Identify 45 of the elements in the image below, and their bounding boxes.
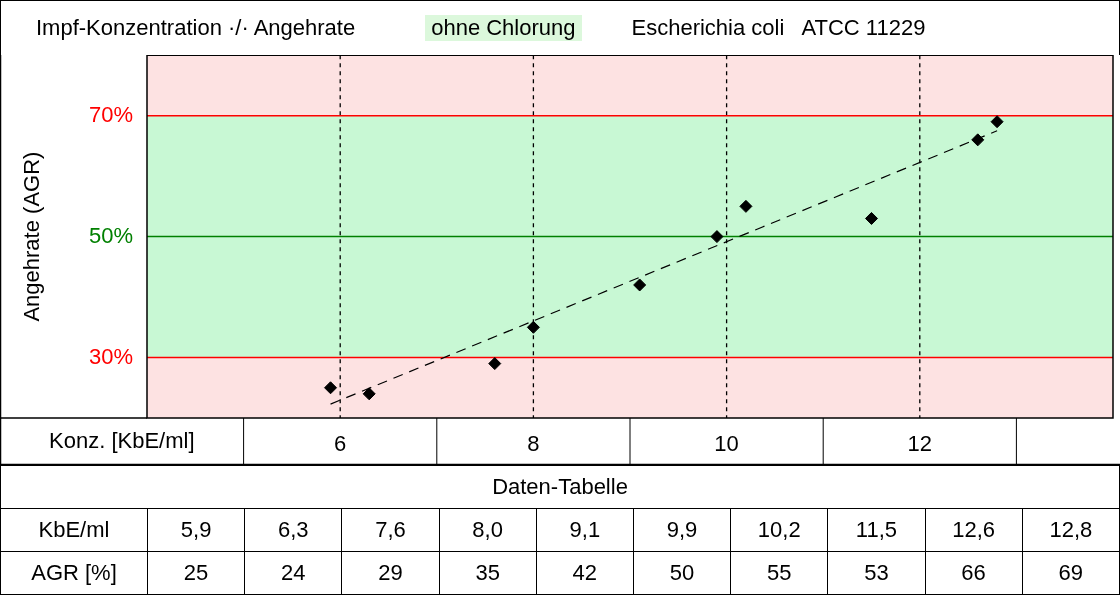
point <box>739 199 753 213</box>
text: 55 <box>730 551 828 595</box>
text: 9,9 <box>633 508 731 552</box>
y-tick-label: 30% <box>88 343 133 369</box>
text: Daten-Tabelle <box>0 465 1120 509</box>
text: 7,6 <box>341 508 440 552</box>
chart-title: Impf-Konzentration ·/· Angehrate <box>36 15 356 41</box>
text: 12,8 <box>1022 508 1120 552</box>
point <box>324 381 338 395</box>
y-tick-label: 50% <box>88 222 133 248</box>
point <box>710 230 724 244</box>
point <box>633 278 647 292</box>
text: 53 <box>827 551 925 595</box>
chart-subtitle: ohne Chlorung <box>425 15 582 41</box>
y-axis-title: Angehrate (AGR) <box>19 151 45 322</box>
text: 66 <box>925 551 1023 595</box>
point <box>488 357 502 371</box>
x-tick-label: 10 <box>714 431 739 457</box>
point <box>362 387 376 401</box>
text: 5,9 <box>147 508 245 552</box>
text: KbE/ml <box>0 508 148 552</box>
text: 69 <box>1022 551 1120 595</box>
point <box>865 211 878 225</box>
text: AGR [%] <box>0 551 148 595</box>
text: 29 <box>341 551 440 595</box>
text: 12,6 <box>925 508 1023 552</box>
point <box>971 133 985 147</box>
text: 10,2 <box>730 508 828 552</box>
text: Escherichia coli ATCC 11229 <box>631 15 926 41</box>
point <box>990 115 1004 129</box>
text: 24 <box>244 551 342 595</box>
point <box>526 320 540 334</box>
text: 42 <box>536 551 634 595</box>
x-tick-label: 6 <box>334 431 347 457</box>
text: 9,1 <box>536 508 634 552</box>
text: 8,0 <box>439 508 537 552</box>
text: 50 <box>633 551 731 595</box>
y-tick-label: 70% <box>88 101 133 127</box>
text: 35 <box>439 551 537 595</box>
x-tick-label: 8 <box>527 431 540 457</box>
text: 25 <box>147 551 245 595</box>
text: 11,5 <box>827 508 925 552</box>
x-tick-label: 12 <box>907 431 933 457</box>
x-axis-title: Konz. [KbE/ml] <box>49 427 195 453</box>
text: 6,3 <box>244 508 342 552</box>
